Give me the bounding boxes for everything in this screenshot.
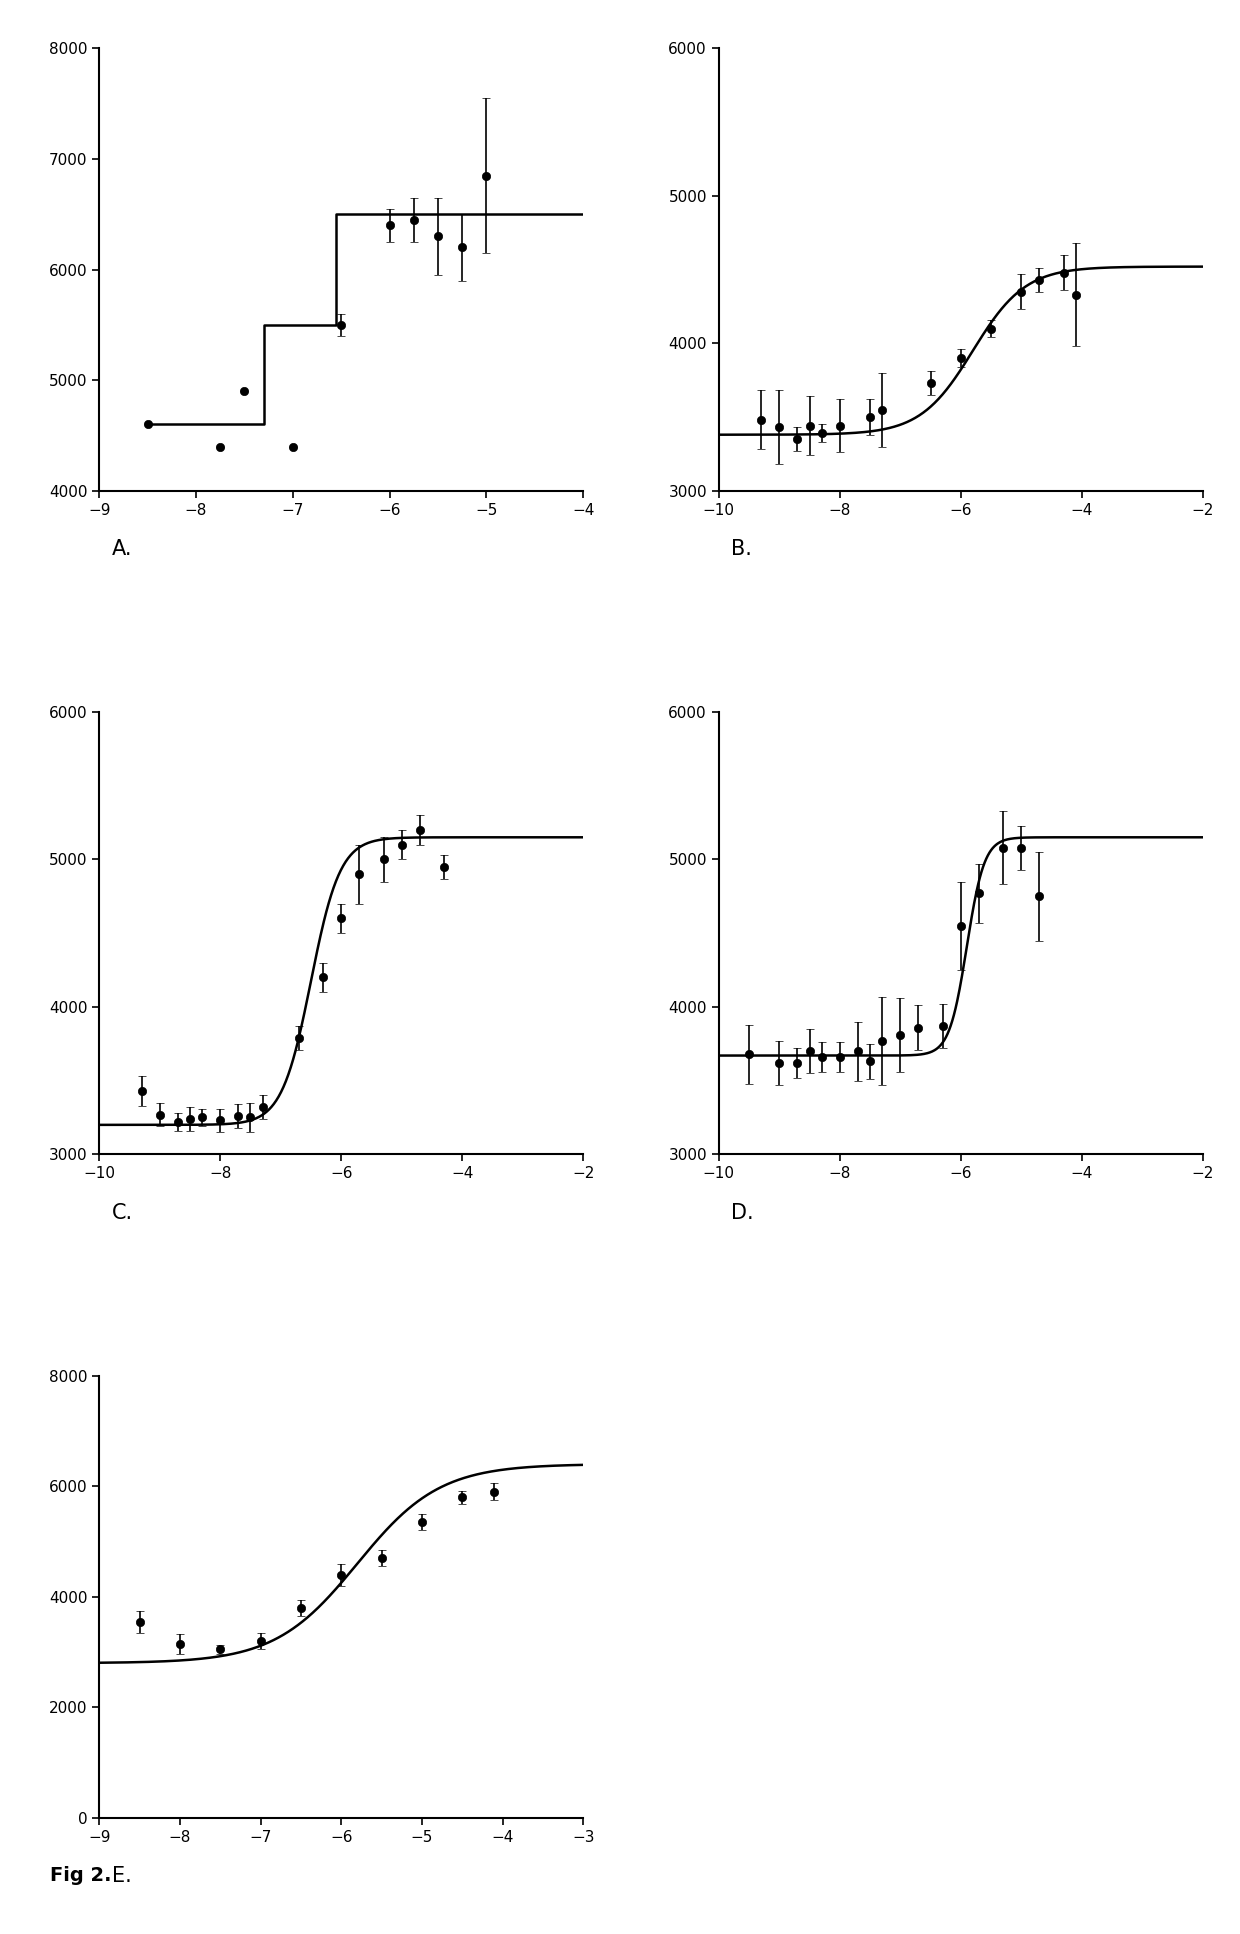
Text: B.: B. xyxy=(732,540,751,559)
Text: E.: E. xyxy=(112,1866,131,1886)
Text: A.: A. xyxy=(112,540,133,559)
Text: C.: C. xyxy=(112,1203,133,1222)
Text: Fig 2.: Fig 2. xyxy=(50,1866,112,1886)
Text: D.: D. xyxy=(732,1203,754,1222)
